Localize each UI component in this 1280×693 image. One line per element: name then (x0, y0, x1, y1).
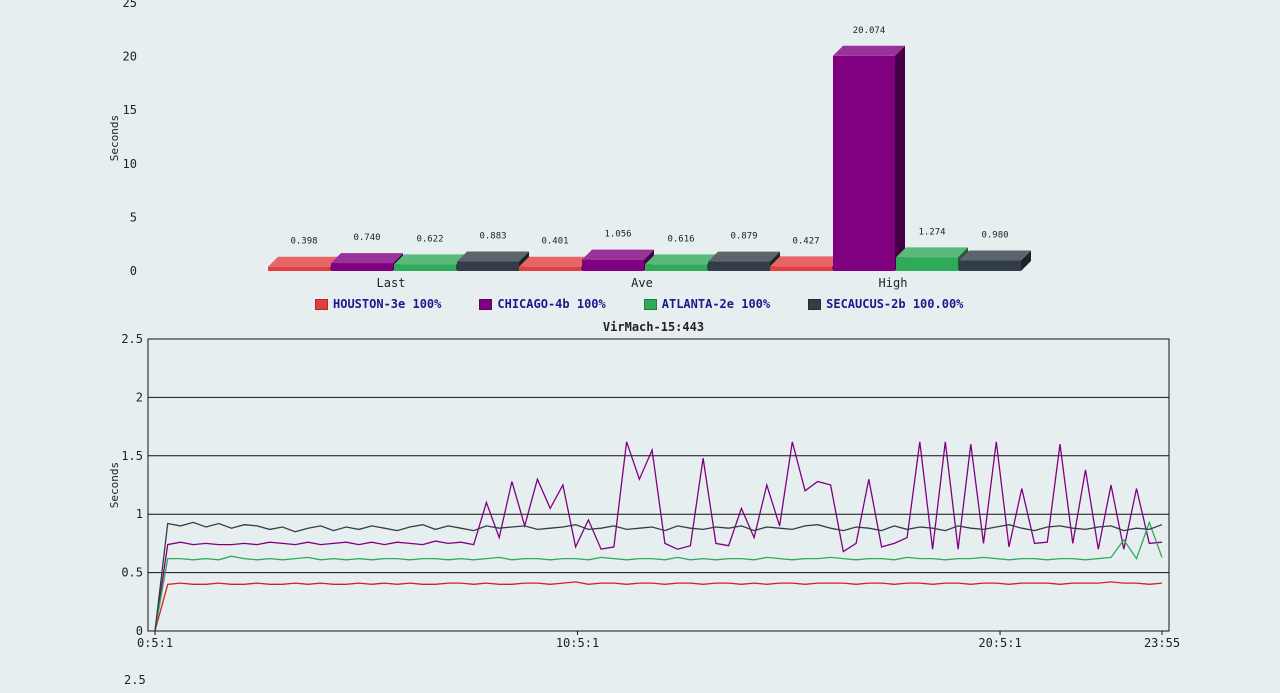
bar-top (833, 45, 905, 56)
bar (268, 266, 330, 271)
bar-top (708, 251, 780, 262)
bar-y-tick-label: 5 (130, 210, 137, 224)
bar-x-tick-label: Ave (631, 276, 653, 290)
bar-top (959, 250, 1031, 261)
bar-top (394, 254, 466, 265)
bar-y-tick-label: 15 (123, 103, 137, 117)
line-x-tick-label: 20:5:1 (978, 636, 1021, 650)
bar (708, 261, 770, 271)
bar (519, 266, 581, 271)
line-y-tick-label: 1.5 (121, 449, 143, 463)
bar-data-label: 0.427 (792, 236, 819, 246)
bar-data-label: 0.622 (416, 234, 443, 244)
bar-top (331, 253, 403, 264)
bar-data-label: 0.980 (981, 230, 1008, 240)
bar (896, 257, 958, 271)
series-line (154, 441, 1163, 632)
bar-top (582, 249, 654, 260)
bar (331, 263, 393, 271)
bar-data-label: 0.879 (730, 232, 757, 242)
line-y-tick-label: 0.5 (121, 566, 143, 580)
bar-top (896, 247, 968, 258)
legend-swatch-chicago (479, 298, 493, 310)
bar-y-axis-label: Seconds (108, 115, 121, 161)
bar-chart: Seconds 0 5 10 15 20 25 0.398 0.740 0.622 0.883 Las… (108, 0, 1031, 290)
legend-label-atlanta: ATLANTA-2e 100% (661, 297, 771, 311)
bar-y-tick-label: 20 (123, 50, 137, 64)
legend-label-houston: HOUSTON-3e 100% (333, 297, 442, 311)
legend-item-chicago: CHICAGO-4b 100% (479, 297, 606, 311)
bar-top (457, 251, 529, 262)
bar (645, 264, 707, 271)
bar-top (519, 256, 591, 267)
bar-x-tick-label: Last (377, 276, 406, 290)
bar-data-label: 1.056 (604, 230, 631, 240)
line-chart: VirMach-15:443 Seconds 0 0.5 1 1.5 2 2.5 0:5:1 10… (108, 320, 1180, 650)
line-y-axis-label: Seconds (108, 462, 121, 508)
legend-label-secaucus: SECAUCUS-2b 100.00% (826, 297, 964, 311)
legend-item-secaucus: SECAUCUS-2b 100.00% (808, 297, 963, 311)
bar (394, 264, 456, 271)
series-line (154, 521, 1163, 632)
legend-swatch-secaucus (808, 298, 822, 310)
line-y-tick-label: 1 (136, 507, 143, 521)
legend-swatch-houston (315, 298, 328, 310)
line-x-tick-label: 10:5:1 (556, 636, 599, 650)
bar-data-label: 0.883 (479, 232, 506, 242)
bar-side (1021, 250, 1031, 271)
legend-item-atlanta: ATLANTA-2e 100% (643, 297, 771, 311)
bar-top (770, 256, 842, 267)
series-line (154, 520, 1163, 632)
bar-y-tick-label: 10 (123, 157, 137, 171)
next-chart-ytick: 2.5 (124, 673, 146, 687)
legend: HOUSTON-3e 100% CHICAGO-4b 100% ATLANTA-… (315, 297, 1001, 311)
bar-side (895, 45, 905, 272)
line-y-tick-label: 2.5 (121, 332, 143, 346)
plot-frame (147, 338, 1170, 632)
bar-data-label: 0.616 (667, 234, 694, 244)
series-line (154, 581, 1163, 632)
bar (959, 260, 1021, 271)
bar-data-label: 0.398 (290, 237, 317, 247)
bar-data-label: 1.274 (918, 227, 945, 237)
legend-label-chicago: CHICAGO-4b 100% (497, 297, 606, 311)
line-chart-title: VirMach-15:443 (603, 320, 704, 334)
bar-top (645, 254, 717, 265)
bar-x-tick-label: High (879, 276, 908, 290)
line-y-tick-label: 2 (136, 390, 143, 404)
bar (457, 261, 519, 271)
legend-swatch-atlanta (643, 298, 657, 310)
bar-data-label: 0.740 (353, 233, 380, 243)
bar (770, 266, 832, 271)
bar-top (268, 256, 340, 267)
bar-data-label: 0.401 (541, 237, 568, 247)
bar (582, 259, 644, 271)
bar (833, 55, 895, 272)
line-x-tick-label: 23:55 (1144, 636, 1180, 650)
legend-item-houston: HOUSTON-3e 100% (315, 297, 441, 311)
bar-y-tick-label: 25 (123, 0, 137, 10)
bar-data-label: 20.074 (853, 26, 886, 36)
line-y-tick-label: 0 (136, 624, 143, 638)
line-x-tick-label: 0:5:1 (137, 636, 173, 650)
bar-y-tick-label: 0 (130, 264, 137, 278)
